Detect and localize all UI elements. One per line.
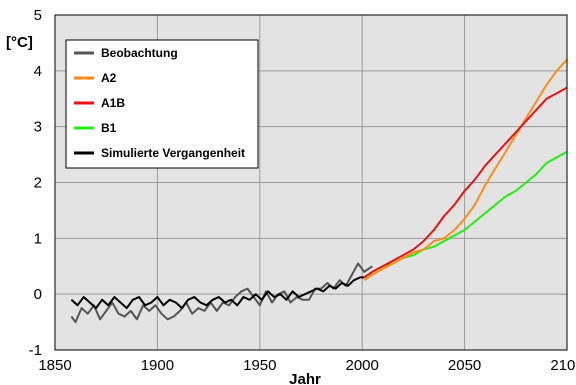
y-tick-label: 3: [34, 119, 42, 136]
x-axis-label: Jahr: [289, 371, 321, 385]
series-line-3: [363, 86, 568, 279]
y-tick-label: 5: [34, 7, 42, 24]
plot-frame: [54, 14, 568, 351]
legend-label: Simulierte Vergangenheit: [101, 146, 245, 160]
y-tick-label: 0: [34, 286, 42, 303]
series-line-1: [70, 262, 373, 324]
legend-label: A1B: [101, 96, 125, 110]
x-tick-label: 2000: [346, 357, 379, 374]
series-line-5: [70, 276, 365, 310]
series-lines: [70, 59, 568, 324]
y-tick-label: 4: [34, 63, 42, 80]
series-line-2: [363, 59, 568, 282]
legend-label: B1: [101, 121, 117, 135]
legend-box: [65, 39, 259, 169]
legend: Beobachtung A2 A1B B1 Simulierte Vergangenhe…: [74, 46, 245, 160]
x-tick-label: 1850: [38, 357, 71, 374]
x-tick-label: 1900: [141, 357, 174, 374]
y-tick-label: 2: [34, 175, 42, 192]
legend-label: Beobachtung: [101, 46, 178, 60]
x-tick-label: 1950: [243, 357, 276, 374]
y-tick-label: -1: [29, 342, 42, 359]
y-axis-label: [°C]: [6, 34, 33, 51]
legend-label: A2: [101, 71, 117, 85]
y-tick-label: 1: [34, 230, 42, 247]
x-tick-label: 2100: [550, 357, 576, 374]
x-tick-label: 2050: [448, 357, 481, 374]
tick-labels: 1850 1900 1950 2000 2050 2100 -1 0 1 2 3 4 5: [29, 7, 576, 374]
